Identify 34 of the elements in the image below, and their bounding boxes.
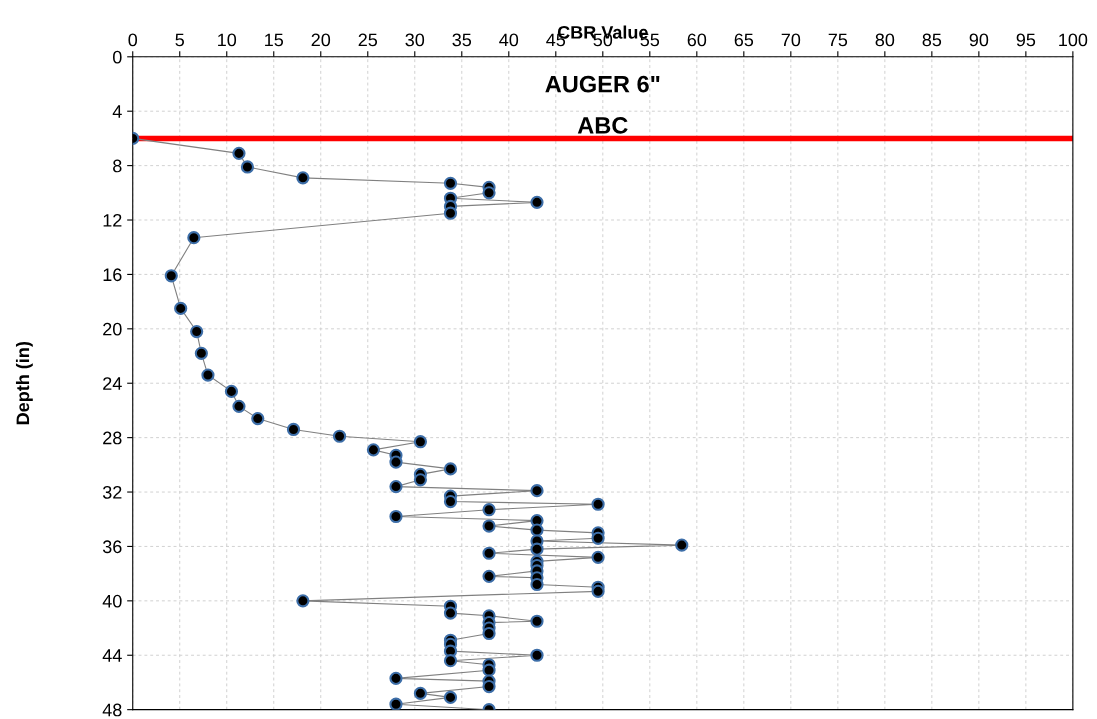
y-tick-label: 8: [113, 159, 122, 173]
ref-line-label: ABC: [577, 117, 628, 134]
y-tick-label: 40: [102, 594, 122, 608]
x-tick-label: 100: [1059, 33, 1088, 47]
y-tick-label: 44: [102, 649, 122, 662]
x-tick-label: 90: [969, 33, 989, 47]
x-tick-label: 75: [828, 33, 848, 47]
x-tick-label: 25: [358, 33, 378, 47]
y-tick-label: 36: [102, 540, 122, 554]
x-tick-label: 60: [687, 33, 707, 47]
x-tick-label: 10: [218, 33, 237, 47]
x-tick-label: 15: [265, 33, 284, 47]
y-tick-label: 24: [103, 377, 122, 390]
x-tick-label: 35: [452, 33, 472, 47]
y-axis-title: Depth (in): [15, 342, 33, 425]
x-tick-label: 5: [175, 33, 185, 47]
x-tick-label: 65: [734, 33, 754, 47]
x-tick-label: 40: [499, 33, 519, 47]
text: AUGER 6": [545, 75, 660, 93]
x-tick-label: 0: [128, 33, 138, 47]
y-tick-label: 12: [103, 213, 122, 227]
y-tick-label: 32: [102, 485, 122, 499]
y-tick-label: 28: [103, 431, 122, 445]
x-tick-label: 20: [311, 33, 331, 47]
x-tick-label: 95: [1016, 33, 1036, 47]
y-tick-label: 20: [103, 322, 122, 336]
y-tick-label: 4: [112, 105, 122, 118]
x-tick-label: 30: [405, 33, 425, 47]
x-tick-label: 80: [875, 33, 895, 47]
x-tick-label: 70: [781, 33, 801, 47]
x-tick-label: 85: [922, 33, 942, 47]
y-tick-label: 48: [102, 703, 122, 717]
y-tick-label: 0: [112, 50, 122, 64]
y-tick-label: 16: [103, 268, 122, 282]
